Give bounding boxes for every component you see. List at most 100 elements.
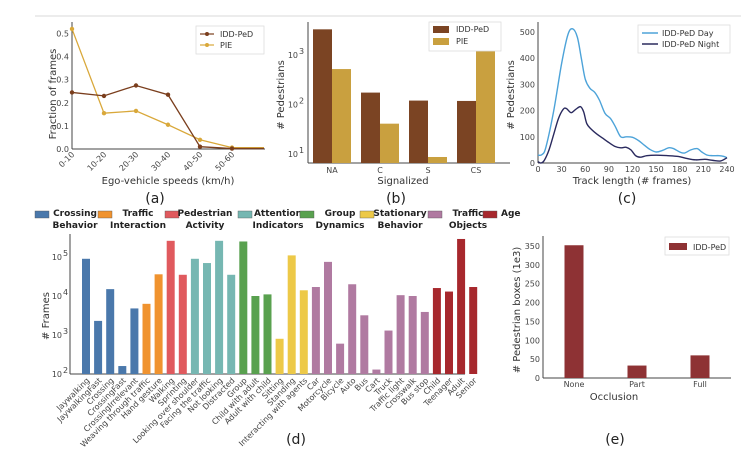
d-legend-swatch xyxy=(237,210,253,219)
d-legend-label-line1: Stationary xyxy=(373,209,426,219)
d-ytick-exponent: 2 xyxy=(63,366,68,375)
e-xlabel: Occlusion xyxy=(590,392,638,403)
d-bar xyxy=(166,240,175,374)
a-legend-marker-pie xyxy=(205,43,209,47)
d-bar xyxy=(130,308,139,374)
a-data-point xyxy=(165,92,171,97)
panel-d-attributes-chart: # Frames (d) Crossing Behavior Traffic Inte… xyxy=(34,209,521,449)
d-bar xyxy=(106,289,115,374)
a-ytick-label: 0.1 xyxy=(56,122,69,131)
c-xtick-label: 180 xyxy=(672,165,687,174)
d-bar xyxy=(239,241,248,374)
d-bar xyxy=(457,238,466,374)
e-ytick-label: 200 xyxy=(525,299,540,308)
d-bar xyxy=(445,291,453,374)
d-bar xyxy=(275,338,284,374)
a-data-point xyxy=(197,144,203,149)
a-xtick-label: 30-40 xyxy=(150,150,173,173)
a-ytick-label: 0.2 xyxy=(56,99,69,108)
e-bar xyxy=(627,365,647,378)
d-bar xyxy=(311,287,320,374)
c-ytick-label: 100 xyxy=(520,133,535,142)
b-ytick-exponent: 1 xyxy=(299,146,304,155)
e-ytick-label: 0 xyxy=(535,374,540,383)
d-ytick-label: 10 xyxy=(52,253,62,262)
panel-c-track-length-chart: # Pedestrians Track length (# frames) (c… xyxy=(506,22,735,207)
c-ytick-label: 0 xyxy=(530,159,535,168)
c-xlabel: Track length (# frames) xyxy=(572,176,692,187)
b-xtick-label: C xyxy=(377,166,383,175)
a-data-point xyxy=(133,108,139,114)
c-legend: IDD-PeD Day IDD-PeD Night xyxy=(637,24,731,54)
a-data-point xyxy=(101,111,107,116)
b-xtick-label: CS xyxy=(471,166,482,175)
d-bar xyxy=(263,294,272,374)
c-xtick-label: 150 xyxy=(648,165,663,174)
b-bar-pie xyxy=(428,156,447,163)
d-legend-label-line1: Attention xyxy=(254,209,302,219)
c-xtick-label: 90 xyxy=(604,165,614,174)
e-ytick-label: 100 xyxy=(525,336,540,345)
b-bar-idd xyxy=(457,100,476,163)
c-ytick-label: 400 xyxy=(520,54,535,63)
a-ytick-label: 0.4 xyxy=(56,53,69,62)
e-legend-swatch-idd xyxy=(669,243,687,250)
d-bar xyxy=(287,255,296,374)
c-xtick-label: 60 xyxy=(580,165,590,174)
b-bar-idd xyxy=(313,29,332,164)
e-legend-label-idd: IDD-PeD xyxy=(693,243,726,252)
c-day-line xyxy=(537,28,728,159)
a-data-point xyxy=(133,83,139,88)
d-legend: Crossing Behavior Traffic Interaction Pedest… xyxy=(34,209,521,231)
d-legend-label-line2: Behavior xyxy=(52,221,98,231)
d-bar xyxy=(251,296,260,374)
panel-a-speed-chart: Fraction of frames Ego-vehicle speeds (k… xyxy=(48,22,265,207)
d-bar xyxy=(227,274,236,374)
b-caption: (b) xyxy=(386,191,406,207)
a-legend-label-idd: IDD-PeD xyxy=(220,30,253,39)
a-data-point xyxy=(229,146,235,151)
e-ytick-label: 300 xyxy=(525,261,540,270)
d-bar xyxy=(94,320,103,374)
b-bar-idd xyxy=(361,92,380,163)
a-xtick-label: 10-20 xyxy=(86,150,109,173)
a-data-point xyxy=(69,26,75,32)
d-bar xyxy=(190,258,199,374)
d-bar xyxy=(360,315,369,374)
a-data-point xyxy=(69,90,75,95)
e-ytick-label: 150 xyxy=(525,317,540,326)
a-data-point xyxy=(101,93,107,99)
a-data-point xyxy=(197,137,203,142)
d-bar xyxy=(324,261,332,374)
e-ytick-label: 250 xyxy=(525,280,540,289)
b-ylabel: # Pedestrians xyxy=(276,60,287,130)
d-legend-swatch xyxy=(482,210,498,219)
e-ytick-label: 350 xyxy=(525,242,540,251)
a-legend-label-pie: PIE xyxy=(220,41,232,50)
d-legend-label-line2: Activity xyxy=(186,221,225,231)
c-ylabel: # Pedestrians xyxy=(506,60,517,130)
d-legend-swatch xyxy=(299,210,315,219)
a-xlabel: Ego-vehicle speeds (km/h) xyxy=(102,176,235,187)
a-legend: IDD-PeD PIE xyxy=(195,25,265,55)
e-ylabel: # Pedestrian boxes (1e3) xyxy=(512,247,523,374)
e-legend: IDD-PeD xyxy=(664,236,730,256)
b-xlabel: Signalized xyxy=(377,176,428,187)
d-legend-label-line1: Traffic xyxy=(452,209,483,219)
d-bar xyxy=(469,287,478,374)
d-legend-label-line1: Traffic xyxy=(122,209,153,219)
d-bar xyxy=(299,290,308,374)
d-bar xyxy=(82,258,90,374)
b-ytick-exponent: 3 xyxy=(299,47,304,56)
e-bar xyxy=(564,245,584,378)
b-ytick-label: 10 xyxy=(288,150,298,159)
b-xtick-label: S xyxy=(425,166,430,175)
d-bar xyxy=(396,295,405,374)
b-xtick-label: NA xyxy=(326,166,338,175)
c-xtick-label: 120 xyxy=(625,165,640,174)
d-bar xyxy=(372,369,381,374)
c-ytick-label: 200 xyxy=(520,107,535,116)
d-bar xyxy=(215,240,224,374)
b-ytick-label: 10 xyxy=(288,51,298,60)
